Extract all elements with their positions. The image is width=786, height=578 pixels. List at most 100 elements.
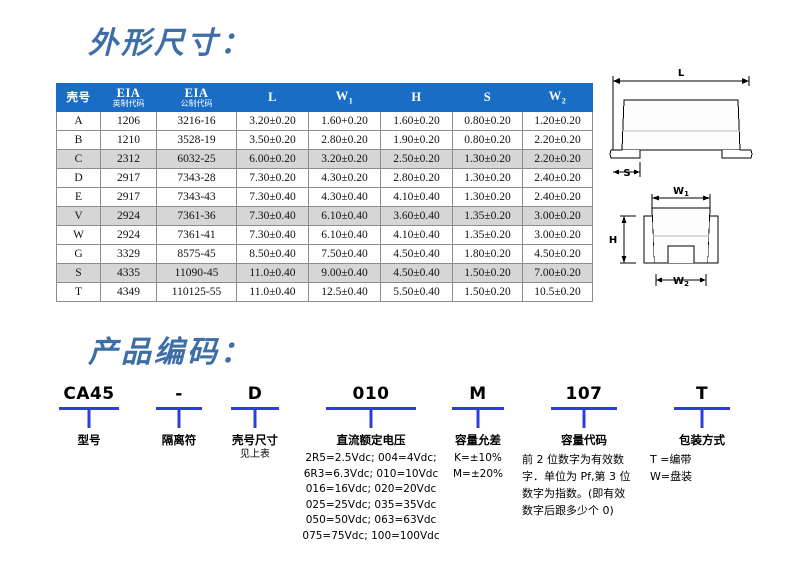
drawing-label-height: H [609, 235, 617, 246]
segment-capacitance-code-notes: 前 2 位数字为有效数 字．单位为 Pf,第 3 位数字为指数。(即有效 数字后跟多… [522, 451, 646, 519]
note-line: M=±20% [453, 467, 503, 480]
cell-width1: 6.10±0.40 [308, 206, 381, 226]
table-row: V 2924 7361-36 7.30±0.40 6.10±0.40 3.60±0.40 1… [56, 206, 593, 226]
cell-shell: D [56, 168, 101, 188]
connector-stem [253, 409, 257, 428]
cell-eia-inch: 4349 [100, 282, 157, 302]
cell-length: 11.0±0.40 [236, 282, 309, 302]
drawing-label-width2: W2 [673, 276, 689, 288]
cell-eia-inch: 2917 [100, 187, 157, 207]
cell-height: 2.50±0.20 [380, 149, 453, 169]
connector-stem [177, 409, 181, 428]
cell-width2: 2.40±0.20 [522, 187, 593, 207]
drawing-label-width1: W1 [673, 186, 689, 198]
segment-case-size-sublabel: 见上表 [240, 449, 270, 460]
connector-tee [522, 407, 646, 429]
col-header-length: L [236, 83, 309, 112]
cell-height: 4.50±0.40 [380, 244, 453, 264]
segment-rated-voltage-label: 直流额定电压 [336, 433, 406, 447]
cell-spacing: 1.30±0.20 [452, 187, 523, 207]
cell-shell: E [56, 187, 101, 207]
note-line: 075=75Vdc; 100=100Vdc [302, 529, 440, 542]
col-header-width1: W1 [308, 83, 381, 112]
cell-width1: 1.60+0.20 [308, 111, 381, 131]
note-line: 数字为指数。(即有效 [522, 487, 626, 500]
cell-height: 4.10±0.40 [380, 225, 453, 245]
cell-height: 4.10±0.40 [380, 187, 453, 207]
cell-shell: W [56, 225, 101, 245]
cell-shell: B [56, 130, 101, 150]
segment-separator-label: 隔离符 [161, 433, 197, 447]
segment-model: CA45 型号 [34, 383, 144, 448]
table-row: C 2312 6032-25 6.00±0.20 3.20±0.20 2.50±0.20 1… [56, 149, 593, 169]
cell-length: 7.30±0.40 [236, 225, 309, 245]
segment-case-size-label: 壳号尺寸 [232, 433, 278, 447]
cell-width1: 12.5±0.40 [308, 282, 381, 302]
cell-eia-metric: 110125-55 [156, 282, 237, 302]
cell-width1: 3.20±0.20 [308, 149, 381, 169]
note-line: 6R3=6.3Vdc; 010=10Vdc [303, 467, 439, 480]
cell-shell: C [56, 149, 101, 169]
segment-separator: - 隔离符 [140, 383, 218, 448]
connector-bar [326, 407, 416, 410]
cell-height: 4.50±0.40 [380, 263, 453, 283]
col-header-shell: 壳号 [56, 83, 101, 112]
drawing-label-length: L [678, 68, 685, 79]
cell-width1: 4.30±0.20 [308, 168, 381, 188]
drawing-label-spacing: S [623, 168, 630, 179]
segment-tolerance-label: 容量允差 [455, 433, 501, 447]
connector-tee [34, 407, 144, 429]
cell-width1: 4.30±0.40 [308, 187, 381, 207]
segment-model-label: 型号 [77, 433, 101, 447]
note-line: 025=25Vdc; 035=35Vdc [305, 498, 437, 511]
cell-eia-metric: 7343-28 [156, 168, 237, 188]
connector-tee [140, 407, 218, 429]
note-line: 2R5=2.5Vdc; 004=4Vdc; [305, 452, 437, 464]
cell-eia-inch: 1206 [100, 111, 157, 131]
note-line: 字．单位为 Pf,第 3 位 [522, 470, 631, 483]
cell-eia-metric: 7361-41 [156, 225, 237, 245]
cell-eia-metric: 8575-45 [156, 244, 237, 264]
note-line: K=±10% [454, 452, 502, 464]
cell-shell: T [56, 282, 101, 302]
cell-length: 7.30±0.40 [236, 206, 309, 226]
segment-rated-voltage-code: 010 [352, 384, 390, 404]
cell-spacing: 1.30±0.20 [452, 168, 523, 188]
col-header-spacing: S [452, 83, 523, 112]
cell-length: 3.50±0.20 [236, 130, 309, 150]
connector-bar [452, 407, 504, 410]
cell-eia-metric: 7361-36 [156, 206, 237, 226]
cell-width2: 7.00±0.20 [522, 263, 593, 283]
cell-width2: 3.00±0.20 [522, 225, 593, 245]
table-row: A 1206 3216-16 3.20±0.20 1.60+0.20 1.60±0.20 0… [56, 111, 593, 131]
segment-capacitance-code-label: 容量代码 [561, 433, 607, 447]
connector-stem [582, 409, 586, 428]
connector-tee [430, 407, 526, 429]
note-line: T =编带 [650, 453, 692, 466]
cell-width1: 6.10±0.40 [308, 225, 381, 245]
connector-stem [700, 409, 704, 428]
cell-width1: 2.80±0.20 [308, 130, 381, 150]
cell-shell: V [56, 206, 101, 226]
cell-shell: G [56, 244, 101, 264]
segment-packaging-code: T [695, 384, 709, 404]
segment-model-code: CA45 [63, 384, 115, 404]
table-row: S 4335 11090-45 11.0±0.40 9.00±0.40 4.50±0.40… [56, 263, 593, 283]
connector-bar [231, 407, 279, 410]
cell-spacing: 1.30±0.20 [452, 149, 523, 169]
table-row: B 1210 3528-19 3.50±0.20 2.80±0.20 1.90±0.20 0… [56, 130, 593, 150]
cell-eia-metric: 11090-45 [156, 263, 237, 283]
cell-width2: 10.5±0.20 [522, 282, 593, 302]
connector-stem [87, 409, 91, 428]
segment-case-size-code: D [247, 384, 263, 404]
cell-width2: 1.20±0.20 [522, 111, 593, 131]
segment-capacitance-code-code: 107 [565, 384, 603, 404]
cell-eia-inch: 2924 [100, 225, 157, 245]
segment-rated-voltage: 010 直流额定电压 2R5=2.5Vdc; 004=4Vdc; 6R3=6.3Vdc… [296, 383, 446, 544]
cell-spacing: 0.80±0.20 [452, 130, 523, 150]
connector-bar [674, 407, 730, 410]
connector-stem [369, 409, 373, 428]
cell-spacing: 1.35±0.20 [452, 225, 523, 245]
dimensions-table: 壳号 EIA 英制代码 EIA 公制代码 L W1 H [56, 83, 593, 302]
cell-spacing: 1.80±0.20 [452, 244, 523, 264]
